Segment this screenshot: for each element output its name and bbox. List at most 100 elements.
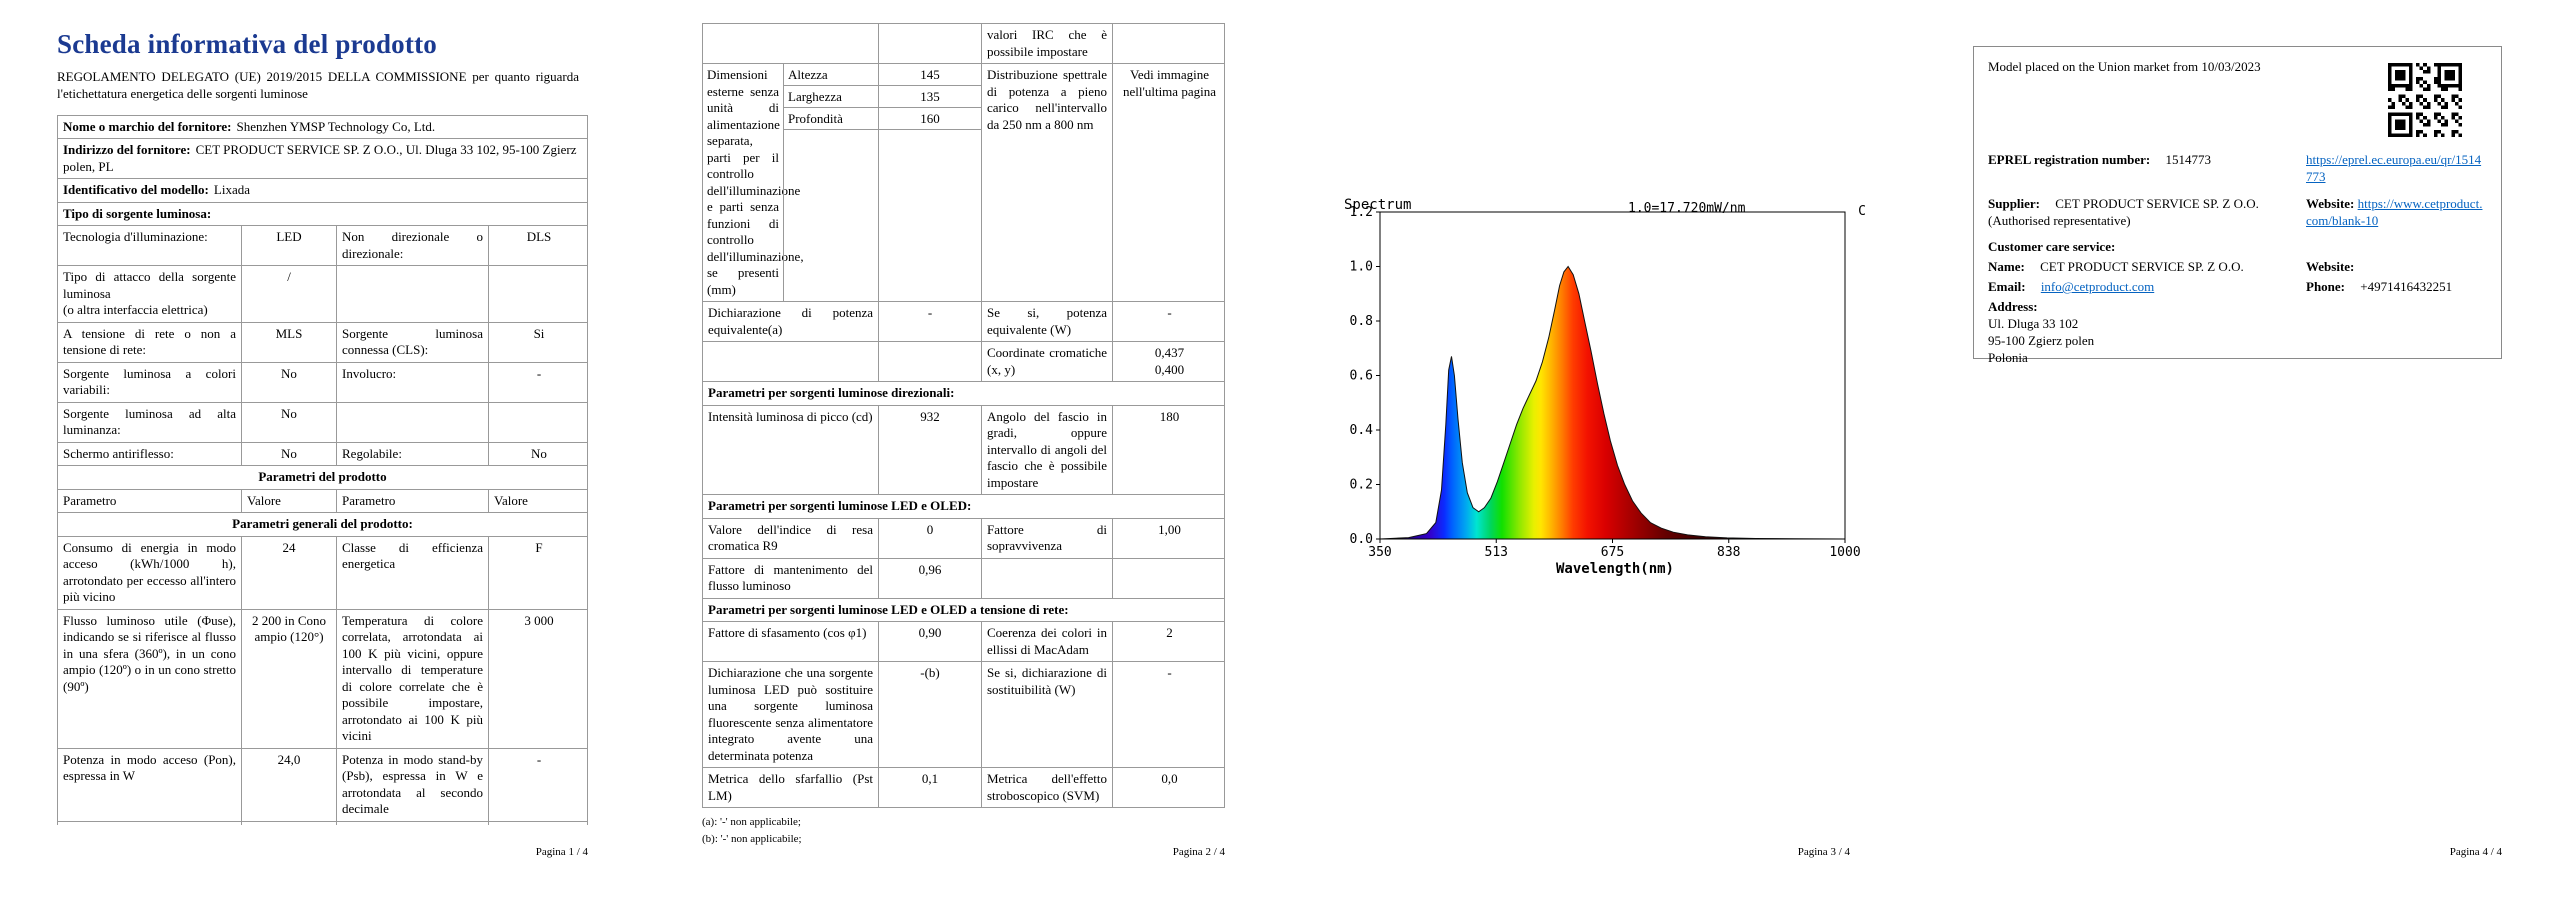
table-cell: Coerenza dei colori in ellissi di MacAda…: [981, 622, 1112, 661]
supplier-info-row: Identificativo del modello: Lixada: [58, 178, 587, 202]
parameters-table-continued: valori IRC che è possibile impostare Dime…: [702, 23, 1225, 808]
table-cell: Intensità luminosa di picco (cd): [708, 408, 873, 424]
table-row: Tecnologia d'illuminazione: LED Non direzi…: [58, 225, 587, 266]
table-cell: Fattore di mantenimento del flusso lumin…: [708, 561, 873, 594]
table-cell: -: [1112, 302, 1226, 341]
spectrum-curve: [1379, 265, 1846, 540]
footnote-a: (a): '-' non applicabile;: [702, 816, 801, 828]
table-cell: 2: [1112, 622, 1226, 661]
dimension-label: Altezza: [784, 64, 878, 86]
address-line: Ul. Dluga 33 102: [1988, 316, 2079, 332]
x-tick-label: 838: [1717, 545, 1740, 560]
table-cell: No: [241, 442, 336, 466]
table-row: Intensità luminosa di picco (cd) 932 Angol…: [703, 404, 1226, 494]
table-cell: 0,90: [878, 622, 981, 661]
email-label: Email:: [1988, 279, 2026, 295]
table-cell: 932: [878, 405, 981, 494]
table-row: Tipo di attacco della sorgente luminosa …: [58, 265, 587, 322]
page-title: Scheda informativa del prodotto: [57, 29, 437, 59]
footnotes: (a): '-' non applicabile; (b): '-' non a…: [702, 814, 1225, 847]
table-cell: 0,437 0,400: [1112, 342, 1226, 381]
table-cell: Sorgente luminosa ad alta luminanza:: [63, 405, 236, 438]
table-cell: 24: [241, 536, 336, 609]
info-value: Shenzhen YMSP Technology Co, Ltd.: [236, 118, 436, 134]
y-tick-label: 1.0: [1350, 260, 1373, 275]
table-cell: Parametro: [336, 489, 488, 513]
table-row: valori IRC che è possibile impostare: [703, 24, 1224, 63]
section-header-row: Parametri generali del prodotto:: [58, 512, 587, 536]
table-row: Coordinate cromatiche (x, y) 0,437 0,400: [703, 341, 1224, 381]
table-cell: Valore dell'indice di resa cromatica R9: [708, 521, 873, 554]
section-header: Tipo di sorgente luminosa:: [63, 205, 212, 221]
table-cell: [488, 402, 588, 442]
table-cell: 1,00: [1112, 518, 1226, 558]
table-cell: Valore: [488, 489, 588, 513]
table-cell: Classe di efficienza energetica: [336, 536, 488, 609]
supplier-info-row: Indirizzo del fornitore: CET PRODUCT SERV…: [58, 138, 587, 178]
product-parameters-table: Nome o marchio del fornitore: Shenzhen YM…: [57, 114, 588, 825]
info-label: Indirizzo del fornitore:: [63, 142, 191, 158]
table-row: Sorgente luminosa ad alta luminanza: No: [58, 401, 588, 442]
table-cell: [336, 402, 488, 442]
table-cell: -: [878, 302, 981, 341]
email-phone-row: Email: info@cetproduct.com Phone: +49714…: [1988, 279, 2487, 296]
table-cell: 2 200 in Cono ampio (120°): [241, 609, 336, 748]
dimension-label: Profondità: [784, 108, 878, 130]
table-cell: 80: [488, 821, 588, 825]
dimension-value: 135: [879, 86, 981, 108]
address-label: Address:: [1988, 299, 2038, 315]
x-axis-label: Wavelength(nm): [1555, 561, 1674, 577]
page-1-footer: Pagina 1 / 4: [535, 846, 588, 858]
y-tick-label: 0.2: [1350, 478, 1373, 493]
dimension-value: 145: [879, 64, 981, 86]
table-row: Metrica dello sfarfallio (Pst LM) 0,1 Metr…: [703, 767, 1224, 807]
address-line: Polonia: [1988, 349, 2028, 365]
dimension-labels: Altezza Larghezza Profondità: [783, 64, 878, 301]
table-cell: [878, 24, 981, 63]
table-row: A tensione di rete o non a tensione di r…: [58, 321, 587, 362]
eprel-number-value: 1514773: [2165, 151, 2212, 167]
spectrum-chart: 350 513 675 838 1000 0.0 0.2 0.4 0.6 0.8 1.0 1.2: [1350, 205, 1861, 560]
supplier-value: CET PRODUCT SERVICE SP. Z O.O. (Authoris…: [1988, 195, 2259, 228]
section-header: Parametri del prodotto: [258, 469, 387, 485]
table-row: Dichiarazione che una sorgente luminosa …: [703, 661, 1224, 767]
table-cell: 24,0: [241, 748, 336, 821]
table-cell: [1112, 24, 1226, 63]
website-label: Website:: [2306, 195, 2355, 211]
table-cell: 180: [1112, 405, 1226, 494]
table-cell: Se si, potenza equivalente (W): [981, 302, 1112, 341]
table-cell: Temperatura di colore correlata, arroton…: [336, 609, 488, 748]
table-cell: F: [488, 536, 588, 609]
chart-title: Spectrum: [1344, 197, 1412, 213]
section-header: Parametri per sorgenti luminose LED e OL…: [708, 498, 972, 513]
eprel-link[interactable]: https://eprel.ec.europa.eu/qr/1514773: [2306, 151, 2482, 184]
dimension-values-cell: 145 135 160: [878, 64, 981, 301]
table-row: Consumo di energia in modo acceso (kWh/1…: [58, 535, 588, 609]
x-tick-label: 1000: [1829, 545, 1860, 560]
dimensions-cell: Dimensioni esterne senza unità di alimen…: [703, 64, 878, 301]
table-cell: Se si, dichiarazione di sostituibilità (…: [981, 662, 1112, 767]
table-cell: Consumo di energia in modo acceso (kWh/1…: [63, 539, 236, 605]
page-1-product-fiche: Scheda informativa del prodotto REGOLAME…: [57, 29, 588, 825]
info-value: CET PRODUCT SERVICE SP. Z O.O., Ul. Dlug…: [63, 142, 577, 174]
y-tick-label: 0.8: [1350, 314, 1373, 329]
page-3-spectrum: Spectrum 1.0=17.720mW/nm C 350 513 675 838 1…: [1342, 195, 1866, 615]
email-link[interactable]: info@cetproduct.com: [2040, 279, 2155, 295]
regulation-subtitle: REGOLAMENTO DELEGATO (UE) 2019/2015 DELL…: [57, 69, 579, 101]
y-tick-label: 0.6: [1350, 369, 1373, 384]
table-cell: Flusso luminoso utile (Φuse), indicando …: [63, 612, 236, 694]
dimension-label: Larghezza: [784, 86, 878, 108]
table-row: Fattore di sfasamento (cos φ1) 0,90 Coeren…: [703, 621, 1224, 661]
table-cell: Regolabile:: [336, 442, 488, 466]
phone-value: +4971416432251: [2360, 279, 2453, 295]
supplier-website-link[interactable]: https://www.cetproduct.com/blank-10: [2306, 195, 2483, 228]
table-cell: Distribuzione spettrale di potenza a pie…: [981, 64, 1112, 301]
table-cell: 3 000: [488, 609, 588, 748]
table-cell: Parametro: [63, 492, 117, 508]
qr-code: [2388, 63, 2462, 137]
phone-label: Phone:: [2306, 279, 2345, 295]
table-cell: Schermo antiriflesso:: [63, 445, 174, 461]
model-market-date-text: Model placed on the Union market from 10…: [1988, 59, 2261, 74]
section-header-row: Parametri per sorgenti luminose LED e OL…: [703, 597, 1224, 622]
address-line: 95-100 Zgierz polen: [1988, 332, 2095, 348]
